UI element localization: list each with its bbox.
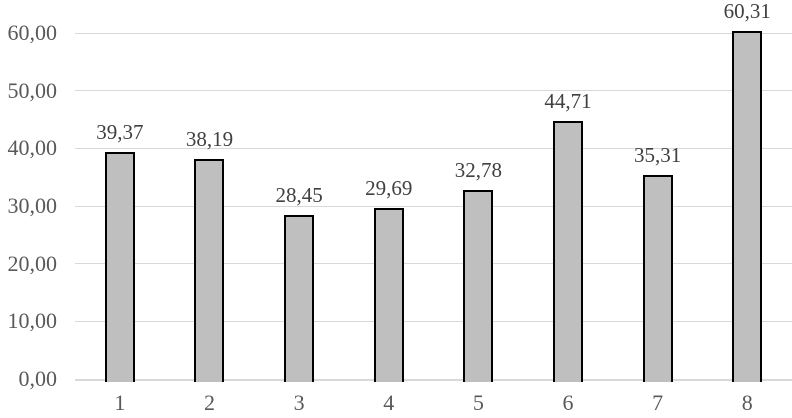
- bar: [463, 189, 494, 382]
- bar: [732, 31, 763, 382]
- x-tick-label: 6: [562, 390, 574, 415]
- y-tick-label: 0,00: [18, 366, 58, 391]
- bar-value-label: 29,69: [365, 175, 413, 200]
- y-tick-label: 20,00: [7, 250, 58, 276]
- bar-value-label: 44,71: [544, 89, 592, 114]
- bar-value-label: 35,31: [633, 143, 682, 168]
- y-tick-label: 50,00: [7, 77, 58, 103]
- gridline: [75, 32, 792, 34]
- y-tick-label: 60,00: [7, 20, 58, 45]
- bar-value-label: 32,78: [454, 157, 502, 182]
- bar: [552, 121, 583, 382]
- gridline: [75, 263, 792, 265]
- x-tick-label: 3: [293, 390, 305, 415]
- bar-value-label: 39,37: [96, 119, 144, 144]
- bar: [284, 214, 315, 382]
- x-tick-label: 7: [652, 390, 664, 415]
- bar: [104, 151, 135, 382]
- gridline: [75, 147, 792, 149]
- x-tick-label: 5: [472, 390, 484, 415]
- bar: [642, 175, 673, 382]
- x-tick-label: 4: [383, 390, 395, 415]
- bar-value-label: 38,19: [185, 126, 234, 151]
- y-tick-label: 10,00: [7, 308, 58, 334]
- bar-value-label: 28,45: [275, 182, 323, 207]
- bar: [373, 207, 404, 382]
- gridline: [75, 205, 792, 207]
- x-tick-label: 8: [741, 390, 753, 415]
- x-axis-line: [75, 379, 792, 381]
- y-tick-label: 30,00: [7, 193, 58, 218]
- bar-value-label: 60,31: [723, 0, 771, 24]
- x-tick-label: 1: [114, 390, 126, 415]
- gridline: [75, 320, 792, 322]
- y-tick-label: 40,00: [7, 135, 58, 161]
- gridline: [75, 90, 792, 92]
- bar: [194, 158, 225, 382]
- x-tick-label: 2: [203, 390, 215, 415]
